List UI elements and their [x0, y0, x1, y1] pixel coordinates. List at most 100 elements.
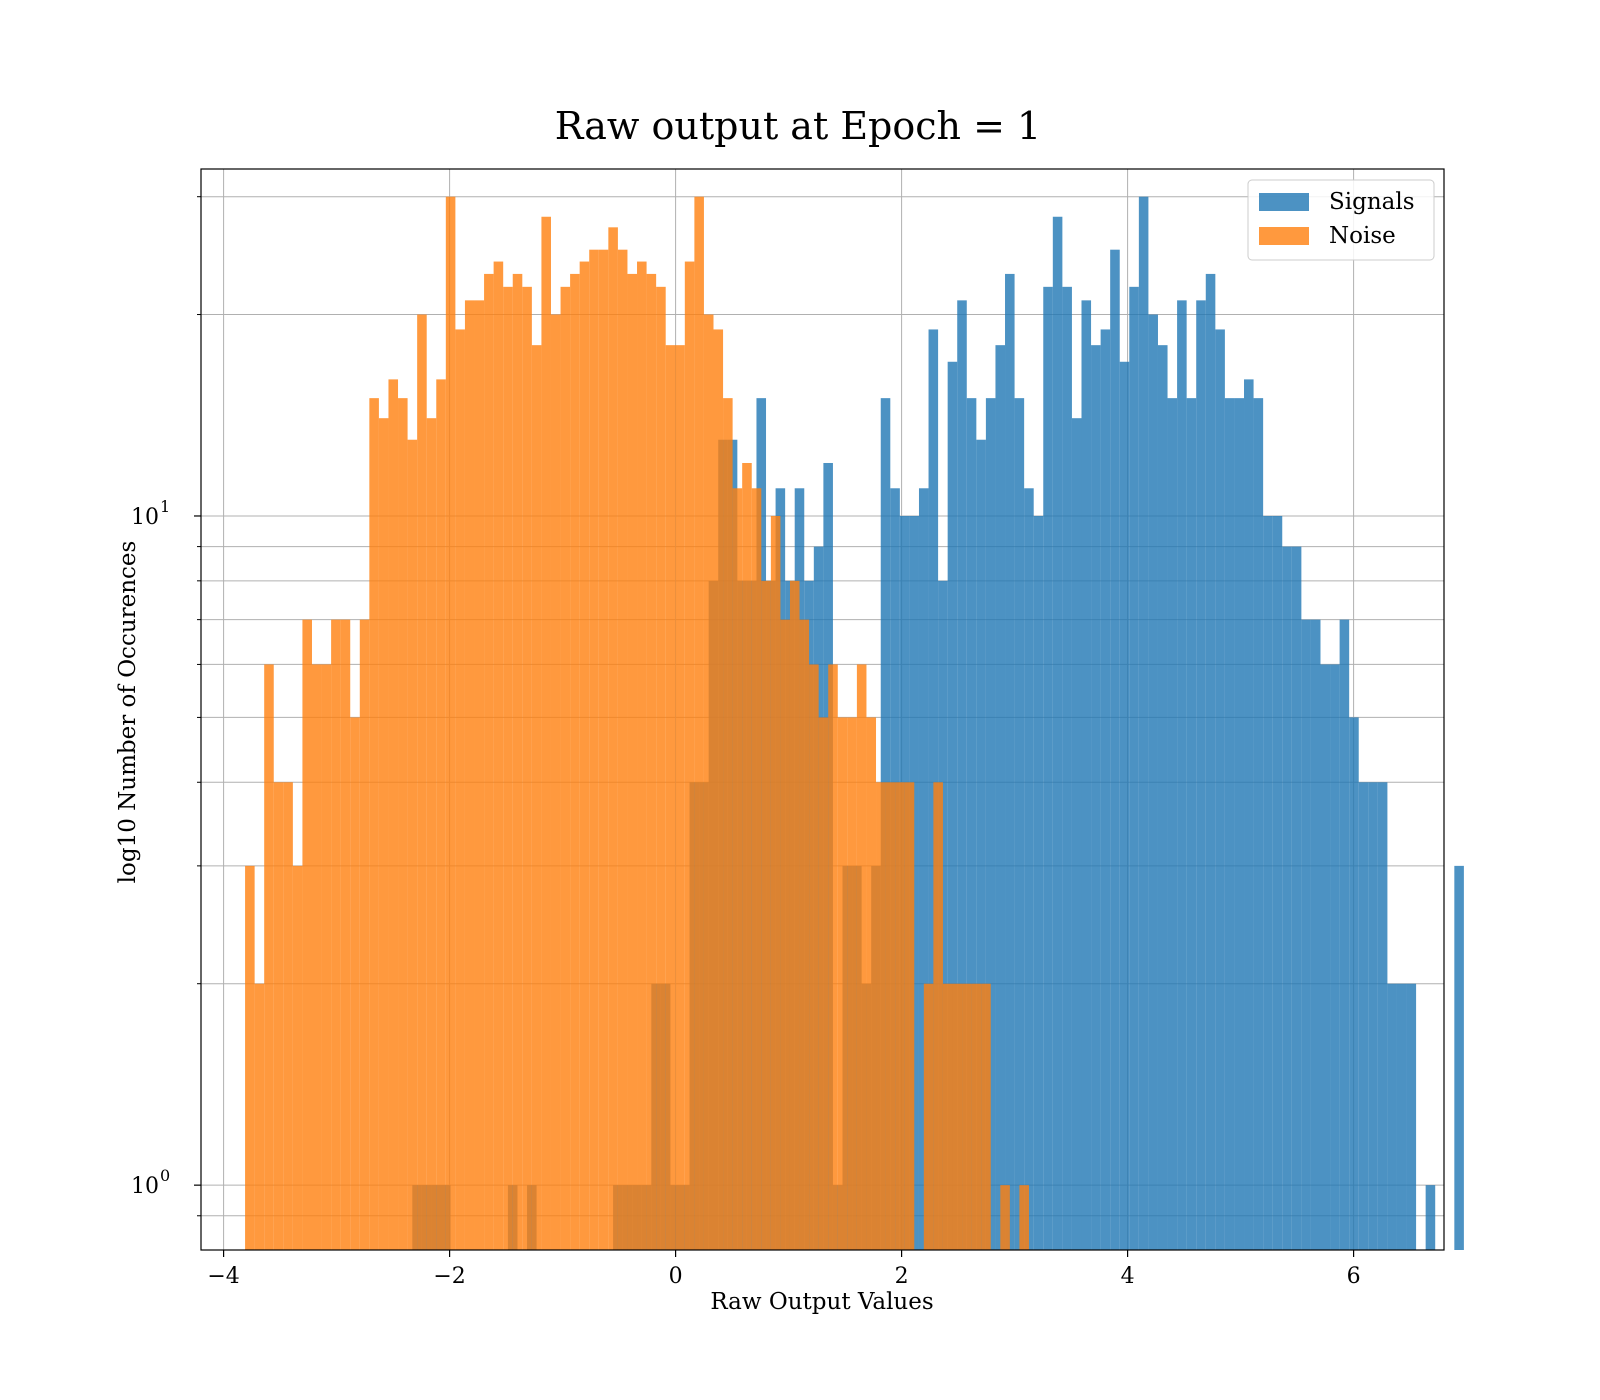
noise-bar [751, 488, 762, 1250]
signals-bar [1272, 515, 1283, 1250]
noise-bar [675, 345, 685, 1250]
signals-bar [1119, 361, 1130, 1250]
noise-bar [426, 418, 437, 1250]
noise-bar [952, 983, 963, 1250]
signals-bar [985, 398, 996, 1251]
signals-bar [1234, 398, 1245, 1251]
noise-bar [273, 782, 284, 1250]
noise-bar [761, 580, 771, 1250]
y-axis-label: log10 Number of Occurences [115, 541, 141, 884]
signals-bar [1310, 619, 1321, 1250]
signals-bar [947, 361, 958, 1250]
signals-bar [1100, 329, 1111, 1251]
signals-bar [1368, 782, 1378, 1250]
noise-bar [627, 273, 638, 1250]
signals-bar [1062, 286, 1072, 1251]
signals-bar [1406, 983, 1417, 1250]
signals-bar [995, 345, 1006, 1250]
x-axis-label: Raw Output Values [710, 1289, 933, 1315]
signals-legend-swatch [1259, 193, 1309, 211]
signals-bar [1330, 664, 1340, 1250]
noise-bar [789, 580, 800, 1250]
x-tick-label: −4 [207, 1264, 239, 1289]
noise-bar [1019, 1185, 1029, 1250]
signals-bar [1244, 379, 1254, 1251]
noise-bar [962, 983, 972, 1250]
noise-bar [589, 249, 599, 1251]
noise-bar [311, 664, 322, 1250]
noise-bar [407, 439, 418, 1251]
noise-bar [665, 345, 676, 1250]
signals-bar [1091, 345, 1101, 1250]
noise-bar [474, 300, 485, 1250]
noise-bar [436, 379, 446, 1251]
signals-bar [1215, 329, 1225, 1251]
signals-bar [1454, 865, 1464, 1250]
noise-bar [732, 488, 743, 1250]
noise-bar [283, 782, 293, 1250]
noise-bar [895, 782, 905, 1250]
signals-bar [1081, 300, 1092, 1250]
signals-bar [1301, 619, 1311, 1250]
noise-bar [522, 286, 532, 1251]
noise-bar [484, 273, 494, 1250]
noise-bar [847, 717, 857, 1250]
noise-bar [656, 286, 666, 1251]
signals-bar [1387, 983, 1397, 1250]
signals-bar [1349, 717, 1359, 1250]
noise-bar [809, 664, 819, 1250]
signals-bar [1024, 488, 1034, 1250]
noise-bar [713, 329, 724, 1251]
signals-bar [966, 398, 977, 1251]
y-tick-label: 10 [131, 505, 159, 530]
noise-bar [398, 398, 408, 1251]
noise-bar [331, 619, 341, 1250]
chart-title: Raw output at Epoch = 1 [555, 104, 1041, 148]
noise-bar [856, 664, 867, 1250]
noise-bar [503, 286, 513, 1251]
x-axis-ticks: −4 −2 0 2 4 6 [207, 1250, 1361, 1289]
noise-bar [818, 717, 829, 1250]
noise-bar [560, 286, 571, 1251]
noise-bar [579, 261, 590, 1250]
signals-bar [1282, 546, 1292, 1250]
noise-bar [1000, 1185, 1010, 1250]
noise-bar [799, 619, 810, 1250]
signals-bar [1291, 546, 1302, 1250]
y-tick-exponent: 0 [160, 1166, 170, 1185]
signals-bar [1014, 398, 1025, 1251]
signals-bar [1396, 983, 1407, 1250]
noise-bar [570, 273, 580, 1250]
noise-bar [828, 664, 838, 1250]
signals-bar [1358, 782, 1369, 1250]
noise-bar [245, 865, 255, 1250]
noise-bar [455, 329, 465, 1251]
noise-bar [417, 314, 427, 1250]
signals-bar [1052, 216, 1063, 1251]
noise-bar [388, 379, 399, 1251]
noise-bar [971, 983, 982, 1250]
signals-bar [1148, 314, 1158, 1250]
signals-bar [1129, 286, 1139, 1251]
signals-bar [1138, 196, 1149, 1250]
noise-legend-label: Noise [1329, 223, 1396, 249]
noise-bar [531, 345, 542, 1250]
signals-bar [1320, 664, 1331, 1250]
legend: Signals Noise [1247, 179, 1435, 261]
y-tick-label: 10 [131, 1174, 159, 1199]
x-tick-label: −2 [433, 1264, 465, 1289]
noise-bar [742, 462, 752, 1250]
noise-bar [608, 227, 618, 1250]
signals-bar [1224, 398, 1235, 1251]
noise-bar [981, 983, 991, 1250]
noise-bar [703, 314, 714, 1250]
signals-bar [1071, 418, 1082, 1250]
noise-bar [933, 782, 943, 1250]
x-tick-label: 4 [1121, 1264, 1135, 1289]
noise-bar [646, 273, 657, 1250]
noise-bar [876, 782, 886, 1250]
noise-bar [598, 249, 609, 1251]
x-tick-label: 2 [895, 1264, 909, 1289]
